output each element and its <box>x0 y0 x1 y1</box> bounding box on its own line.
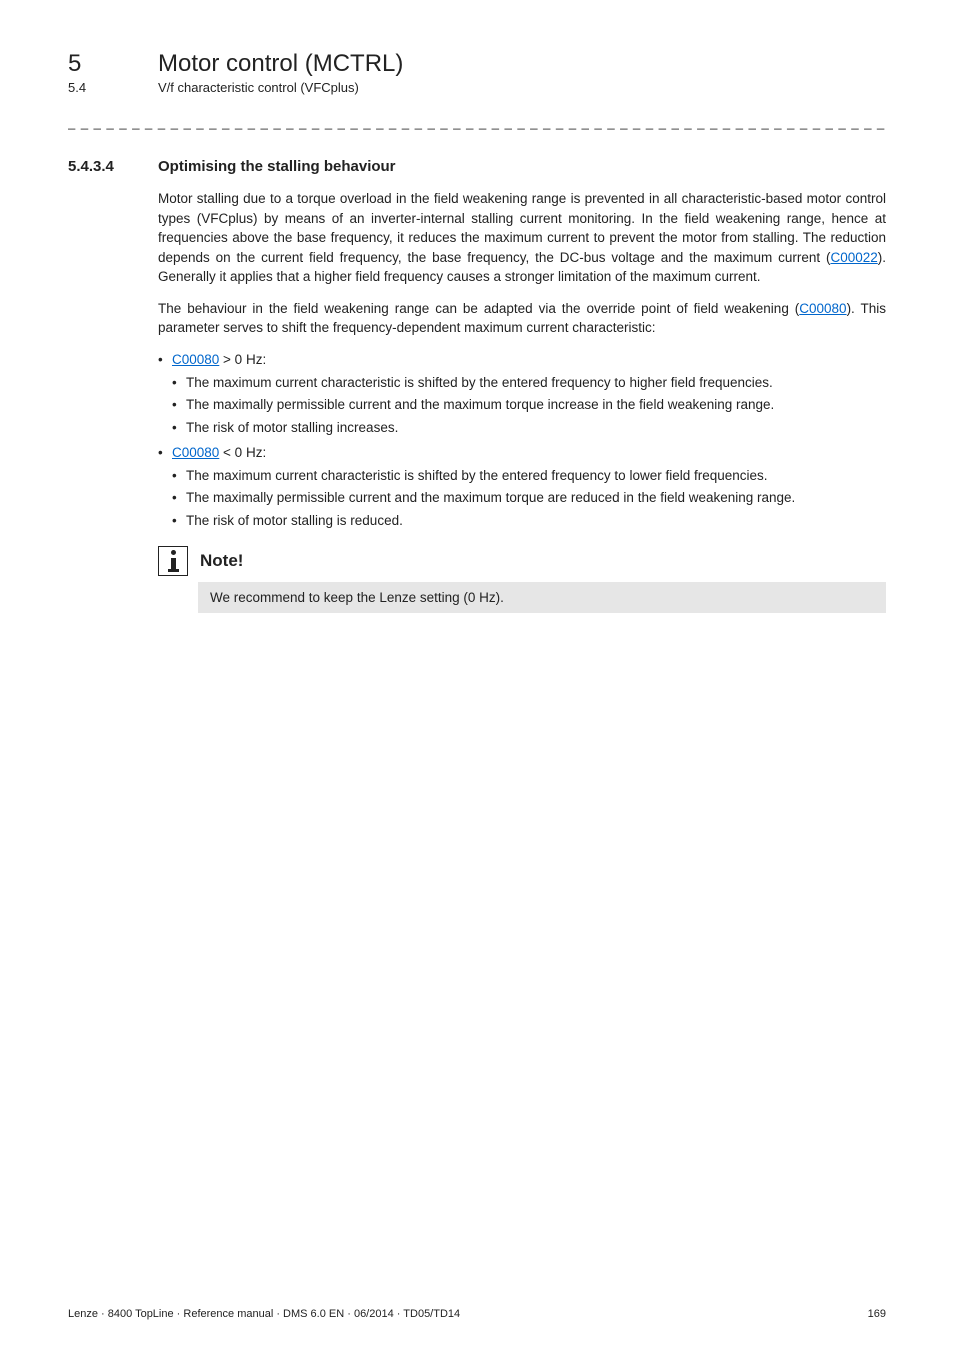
note-body: We recommend to keep the Lenze setting (… <box>198 582 886 613</box>
body-content: Motor stalling due to a torque overload … <box>158 189 886 530</box>
sublist: The maximum current characteristic is sh… <box>172 373 886 438</box>
section-number: 5.4.3.4 <box>68 158 138 175</box>
info-icon <box>158 546 188 576</box>
list-item: C00080 > 0 Hz: The maximum current chara… <box>158 350 886 437</box>
paragraph-2-text-a: The behaviour in the field weakening ran… <box>158 301 799 316</box>
separator: _ _ _ _ _ _ _ _ _ _ _ _ _ _ _ _ _ _ _ _ … <box>68 115 886 130</box>
list-item: The maximum current characteristic is sh… <box>172 373 886 393</box>
chapter-title: Motor control (MCTRL) <box>158 50 403 78</box>
chapter-number: 5 <box>68 50 118 78</box>
paragraph-2: The behaviour in the field weakening ran… <box>158 299 886 338</box>
section-title: Optimising the stalling behaviour <box>158 158 396 175</box>
link-c00080-a[interactable]: C00080 <box>799 301 846 316</box>
note-block: Note! We recommend to keep the Lenze set… <box>158 546 886 613</box>
sublist: The maximum current characteristic is sh… <box>172 466 886 531</box>
bullet-2-tail: < 0 Hz: <box>219 445 266 460</box>
paragraph-1-text-a: Motor stalling due to a torque overload … <box>158 191 886 265</box>
footer-page-number: 169 <box>868 1308 886 1320</box>
list-item: The risk of motor stalling increases. <box>172 418 886 438</box>
link-c00080-b[interactable]: C00080 <box>172 352 219 367</box>
bullet-1-tail: > 0 Hz: <box>219 352 266 367</box>
note-label: Note! <box>200 551 243 571</box>
paragraph-1: Motor stalling due to a torque overload … <box>158 189 886 287</box>
subsection-number: 5.4 <box>68 80 118 95</box>
section-heading: 5.4.3.4 Optimising the stalling behaviou… <box>68 158 886 175</box>
link-c00022[interactable]: C00022 <box>830 250 877 265</box>
list-item: C00080 < 0 Hz: The maximum current chara… <box>158 443 886 530</box>
chapter-header: 5 Motor control (MCTRL) <box>68 50 886 78</box>
subsection-title: V/f characteristic control (VFCplus) <box>158 80 359 95</box>
note-header: Note! <box>158 546 886 576</box>
link-c00080-c[interactable]: C00080 <box>172 445 219 460</box>
list-item: The risk of motor stalling is reduced. <box>172 511 886 531</box>
page-footer: Lenze · 8400 TopLine · Reference manual … <box>68 1308 886 1320</box>
bullet-list: C00080 > 0 Hz: The maximum current chara… <box>158 350 886 531</box>
footer-left: Lenze · 8400 TopLine · Reference manual … <box>68 1308 460 1320</box>
subsection-header: 5.4 V/f characteristic control (VFCplus) <box>68 80 886 95</box>
list-item: The maximum current characteristic is sh… <box>172 466 886 486</box>
list-item: The maximally permissible current and th… <box>172 488 886 508</box>
list-item: The maximally permissible current and th… <box>172 395 886 415</box>
